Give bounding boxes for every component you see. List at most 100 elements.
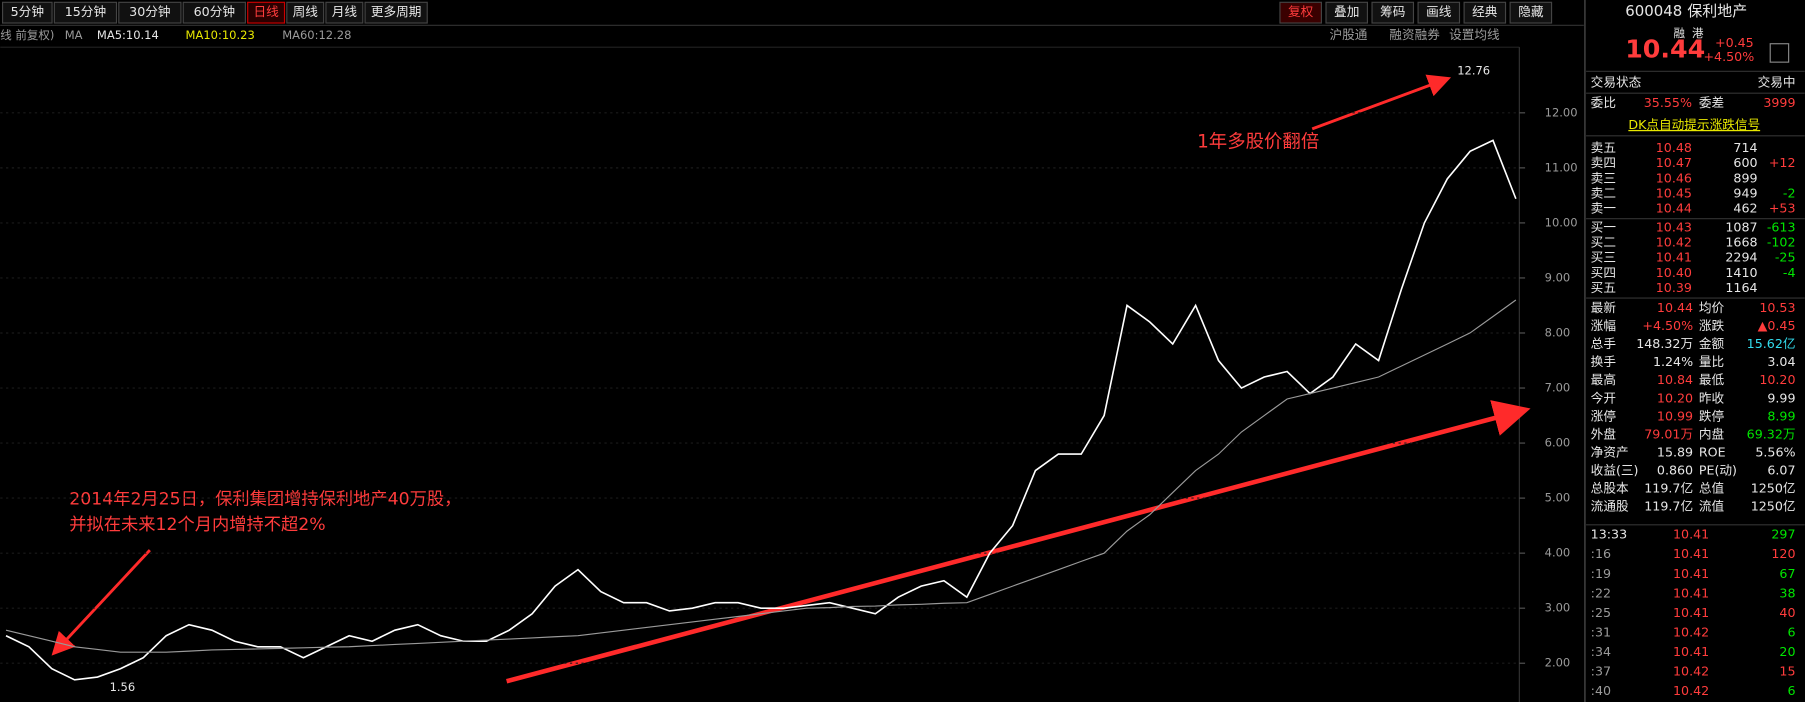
book-cell: 10.48: [1656, 140, 1692, 155]
tab[interactable]: [286, 1, 325, 24]
trend-arrow: [506, 400, 1531, 684]
tab-label[interactable]: 15分钟: [65, 4, 106, 19]
stat-cell: 1250亿: [1751, 499, 1796, 514]
tool-button[interactable]: [1417, 1, 1461, 24]
tick-cell: 297: [1771, 527, 1795, 542]
book-cell: 买二: [1591, 235, 1616, 250]
book-cell: -102: [1767, 235, 1796, 250]
tick-cell: 10.41: [1673, 566, 1709, 581]
stat-cell: 1250亿: [1751, 481, 1796, 496]
tool-label[interactable]: 经典: [1472, 4, 1498, 19]
stat-cell: ▲0.45: [1758, 318, 1796, 333]
ma-link[interactable]: 沪股通: [1329, 27, 1367, 42]
annotation: 并拟在未来12个月内增持不超2%: [69, 515, 325, 535]
stat-cell: 10.99: [1657, 408, 1693, 423]
stat-cell: 10.53: [1759, 300, 1795, 315]
stat-cell: ROE: [1699, 444, 1726, 459]
ma-link[interactable]: 设置均线: [1449, 27, 1500, 42]
tab-label[interactable]: 周线: [293, 4, 319, 19]
ma-item: MA10:10.23: [186, 28, 255, 42]
stat-cell: 量比: [1699, 354, 1724, 369]
tab-label[interactable]: 更多周期: [371, 4, 422, 19]
y-tick-label: 9.00: [1545, 270, 1571, 284]
book-cell: 10.44: [1656, 201, 1692, 216]
stock-name: 保利地产: [1687, 2, 1747, 20]
book-cell: 卖一: [1591, 201, 1617, 216]
tool-label[interactable]: 叠加: [1334, 4, 1359, 19]
book-cell: +53: [1769, 201, 1796, 216]
tab-label[interactable]: 30分钟: [129, 4, 170, 19]
tool-label[interactable]: 画线: [1426, 4, 1452, 19]
tab[interactable]: [247, 1, 286, 24]
tick-cell: :37: [1591, 664, 1611, 679]
stat-cell: 119.7亿: [1644, 481, 1693, 496]
ratio-cell: 35.55%: [1644, 95, 1692, 110]
price-line: [5, 139, 1517, 681]
ratio-cell: 委差: [1699, 95, 1724, 110]
tool-label[interactable]: 筹码: [1380, 4, 1405, 19]
tick-cell: 10.41: [1673, 546, 1709, 561]
book-cell: 卖四: [1591, 155, 1616, 170]
book-cell: 714: [1733, 140, 1757, 155]
y-tick-label: 2.00: [1545, 656, 1571, 670]
stat-cell: 净资产: [1591, 444, 1629, 459]
tick-cell: 6: [1787, 624, 1795, 639]
tick-cell: 67: [1779, 566, 1795, 581]
tab-label[interactable]: 月线: [332, 4, 358, 19]
stat-cell: 换手: [1591, 354, 1617, 369]
tab[interactable]: [182, 1, 246, 24]
ma-item: 线 前复权): [0, 28, 54, 42]
tick-cell: 20: [1779, 644, 1795, 659]
tab[interactable]: [325, 1, 364, 24]
stat-cell: 10.20: [1657, 390, 1693, 405]
tick-cell: 120: [1771, 546, 1795, 561]
tab[interactable]: [118, 1, 182, 24]
book-cell: -25: [1775, 250, 1796, 265]
book-cell: 1668: [1725, 235, 1757, 250]
tick-cell: :34: [1591, 644, 1611, 659]
y-tick-label: 4.00: [1545, 546, 1571, 560]
stat-cell: 9.99: [1767, 390, 1795, 405]
tool-button[interactable]: [1279, 1, 1322, 24]
stat-cell: 8.99: [1767, 408, 1795, 423]
stat-cell: 流值: [1699, 499, 1725, 514]
stat-cell: 最低: [1699, 372, 1725, 387]
book-cell: 买四: [1591, 265, 1616, 280]
stat-cell: 均价: [1699, 300, 1725, 315]
tool-label[interactable]: 复权: [1288, 4, 1314, 19]
ratio-cell: 3999: [1763, 95, 1795, 110]
status-label: 交易状态: [1591, 74, 1642, 89]
book-cell: 买一: [1591, 219, 1617, 234]
ma-link[interactable]: 融资融券: [1389, 27, 1440, 42]
stat-cell: 10.44: [1657, 300, 1693, 315]
tab[interactable]: [364, 1, 428, 24]
signal-link[interactable]: DK点自动提示涨跌信号: [1628, 117, 1760, 132]
tick-cell: 10.42: [1673, 683, 1709, 698]
tool-button[interactable]: [1463, 1, 1507, 24]
tab[interactable]: [53, 1, 118, 24]
tab[interactable]: [1, 1, 53, 24]
tab-label[interactable]: 日线: [253, 4, 279, 19]
tab-label[interactable]: 60分钟: [194, 4, 235, 19]
stat-cell: +4.50%: [1642, 318, 1693, 333]
book-cell: 10.42: [1656, 235, 1692, 250]
tool-button[interactable]: [1371, 1, 1415, 24]
book-cell: 10.41: [1656, 250, 1692, 265]
tool-label[interactable]: 隐藏: [1518, 4, 1544, 19]
low-marker: 1.56: [110, 680, 136, 694]
tick-cell: 15: [1779, 664, 1795, 679]
book-cell: 600: [1733, 155, 1757, 170]
tab-label[interactable]: 5分钟: [11, 4, 44, 19]
last-price: 10.44: [1625, 35, 1705, 64]
tool-button[interactable]: [1509, 1, 1553, 24]
stat-cell: 最新: [1591, 300, 1617, 315]
add-button[interactable]: [1769, 43, 1790, 63]
tool-button[interactable]: [1325, 1, 1369, 24]
stat-cell: 10.84: [1657, 372, 1693, 387]
y-tick-label: 11.00: [1545, 160, 1578, 174]
book-cell: -2: [1783, 186, 1796, 201]
y-tick-label: 10.00: [1545, 215, 1578, 229]
tick-cell: :25: [1591, 605, 1611, 620]
